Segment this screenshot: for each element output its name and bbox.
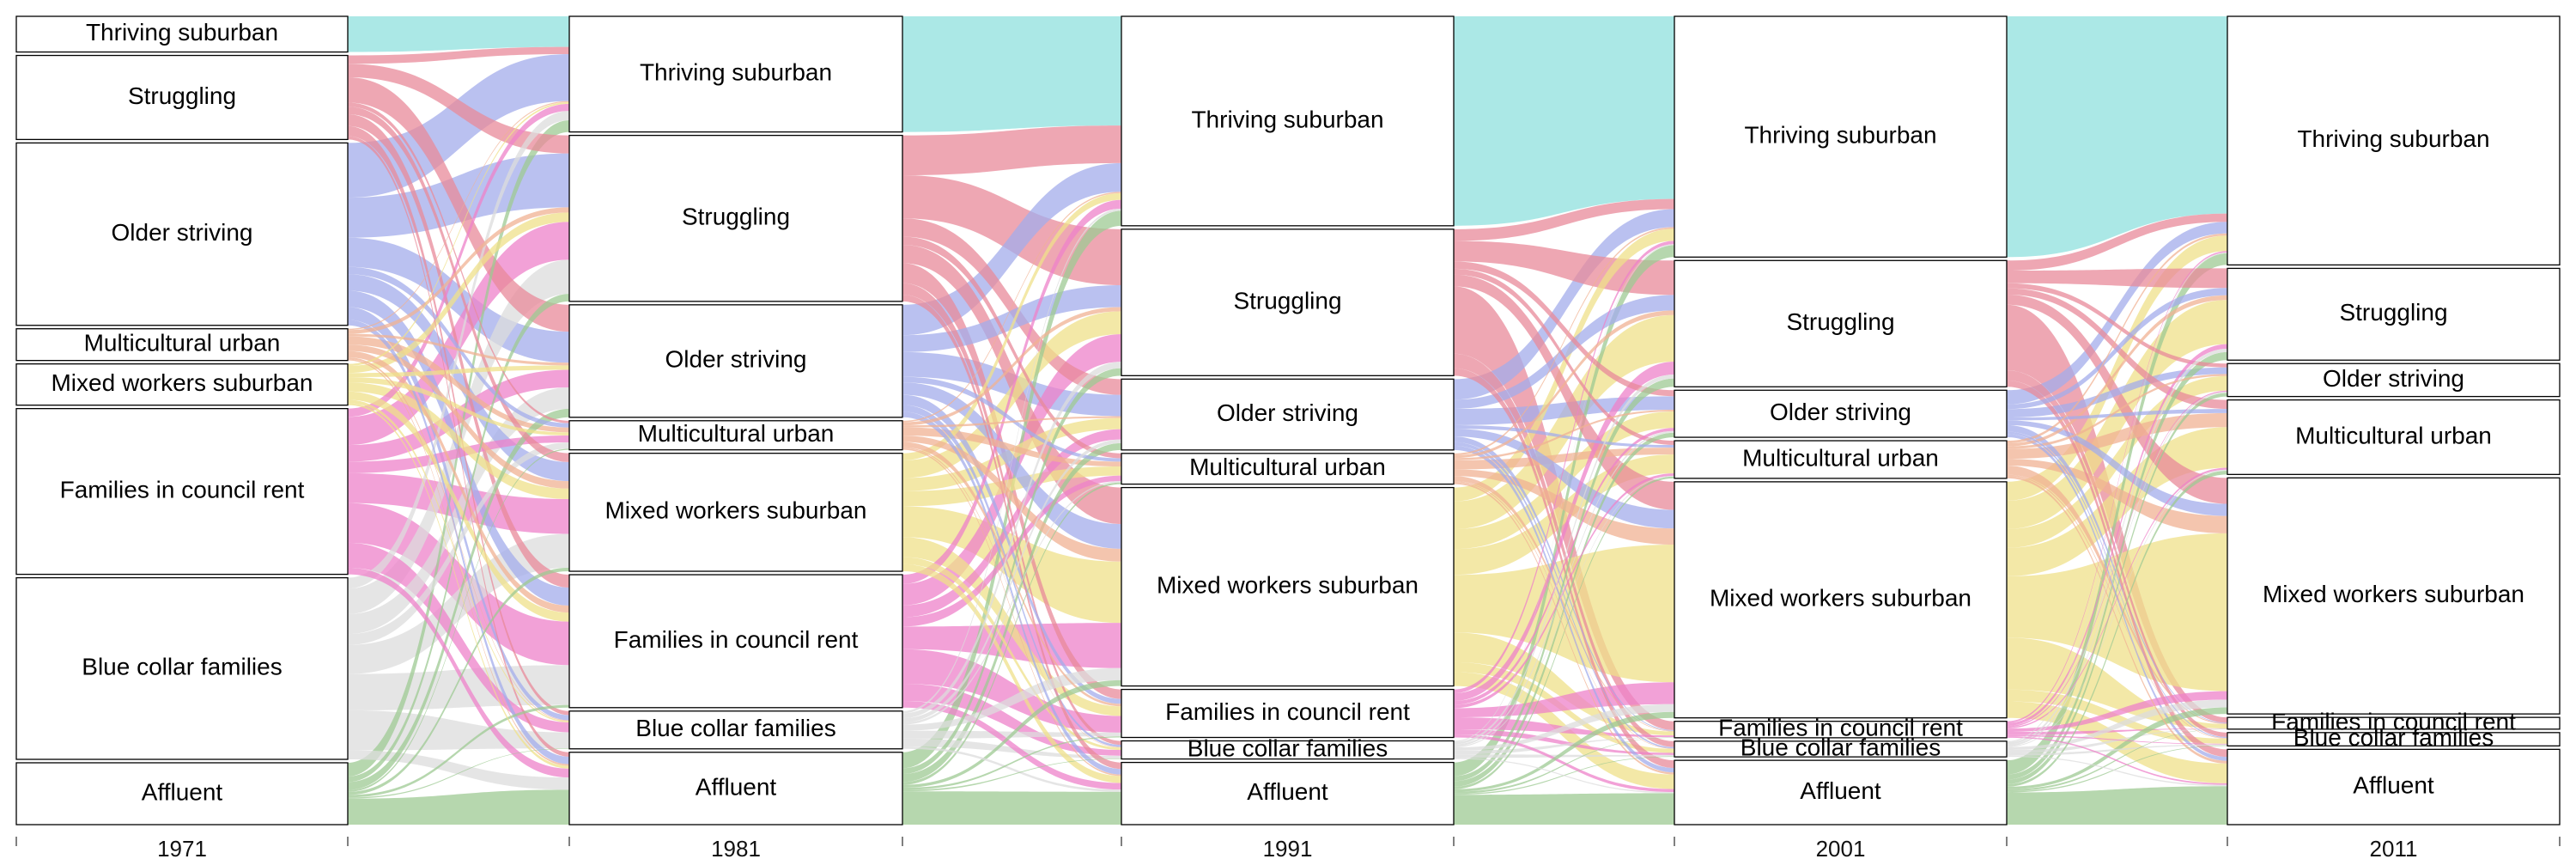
svg-text:Affluent: Affluent [1800,777,1881,804]
svg-text:Blue collar families: Blue collar families [635,715,835,741]
svg-text:Thriving suburban: Thriving suburban [1191,106,1383,132]
svg-text:Mixed workers suburban: Mixed workers suburban [1157,571,1419,598]
svg-text:Blue collar families: Blue collar families [1188,734,1388,761]
svg-text:Struggling: Struggling [1786,308,1894,335]
svg-text:Multicultural urban: Multicultural urban [84,330,281,356]
svg-text:Families in council rent: Families in council rent [1165,698,1410,725]
svg-text:Affluent: Affluent [142,778,223,805]
svg-text:Older striving: Older striving [1217,399,1358,426]
svg-text:Struggling: Struggling [1233,287,1341,314]
svg-text:Mixed workers suburban: Mixed workers suburban [2263,581,2524,607]
svg-text:Multicultural urban: Multicultural urban [1189,454,1386,480]
svg-text:Mixed workers suburban: Mixed workers suburban [1710,585,1971,612]
svg-text:Multicultural urban: Multicultural urban [1742,444,1939,471]
svg-text:Families in council rent: Families in council rent [614,626,859,653]
svg-text:Older striving: Older striving [1770,399,1911,425]
svg-text:Families in council rent: Families in council rent [60,477,305,503]
svg-text:Blue collar families: Blue collar families [82,654,282,680]
svg-text:Struggling: Struggling [128,82,236,109]
svg-text:2011: 2011 [2370,836,2418,859]
svg-text:Affluent: Affluent [1247,778,1328,805]
svg-text:Mixed workers suburban: Mixed workers suburban [51,369,313,396]
svg-text:Struggling: Struggling [682,204,790,230]
svg-text:2001: 2001 [1816,836,1866,859]
svg-text:Blue collar families: Blue collar families [2293,724,2494,751]
svg-text:Multicultural urban: Multicultural urban [2295,422,2492,448]
svg-text:Older striving: Older striving [2323,365,2464,392]
svg-text:Thriving suburban: Thriving suburban [86,19,278,46]
svg-text:1971: 1971 [157,836,207,859]
svg-text:Thriving suburban: Thriving suburban [2297,125,2489,152]
svg-text:Multicultural urban: Multicultural urban [638,420,835,447]
svg-text:Thriving suburban: Thriving suburban [640,59,832,86]
svg-text:Older striving: Older striving [112,219,253,246]
svg-text:Affluent: Affluent [2353,772,2434,799]
svg-text:Thriving suburban: Thriving suburban [1744,122,1936,149]
svg-text:Older striving: Older striving [665,346,807,373]
svg-text:Struggling: Struggling [2339,299,2447,326]
svg-text:1991: 1991 [1263,836,1313,859]
svg-text:Blue collar families: Blue collar families [1741,734,1941,760]
svg-text:Affluent: Affluent [696,773,777,800]
svg-text:1981: 1981 [711,836,761,859]
svg-text:Mixed workers suburban: Mixed workers suburban [605,497,866,524]
